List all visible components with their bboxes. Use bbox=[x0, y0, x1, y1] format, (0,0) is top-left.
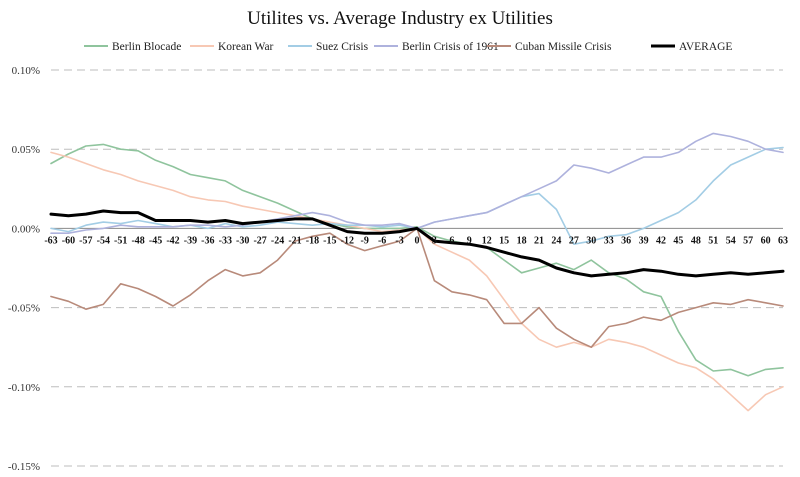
x-tick-label: -42 bbox=[166, 235, 179, 246]
series-layer bbox=[49, 132, 785, 412]
x-tick-label: -36 bbox=[201, 235, 214, 246]
legend-item: AVERAGE bbox=[651, 41, 732, 53]
x-tick-label: 27 bbox=[569, 235, 579, 246]
x-tick-label: -33 bbox=[219, 235, 232, 246]
x-tick-label: 57 bbox=[743, 235, 753, 246]
series-line-berlin-crisis-of-1961 bbox=[50, 132, 784, 234]
y-tick-label: 0.00% bbox=[12, 223, 40, 235]
x-tick-label: 9 bbox=[467, 235, 472, 246]
legend-item: Korean War bbox=[190, 41, 274, 53]
x-tick-label: 42 bbox=[656, 235, 666, 246]
x-tick-label: 24 bbox=[551, 235, 561, 246]
y-tick-label: 0.05% bbox=[12, 144, 40, 156]
x-tick-label: -51 bbox=[114, 235, 127, 246]
x-tick-label: -21 bbox=[288, 235, 301, 246]
y-axis: 0.10% 0.05% 0.00% -0.05% -0.10% -0.15% bbox=[8, 65, 40, 473]
x-tick-label: -15 bbox=[323, 235, 336, 246]
series-line-korean-war bbox=[50, 151, 784, 412]
legend-item: Suez Crisis bbox=[288, 41, 369, 53]
legend-label: Korean War bbox=[218, 41, 274, 53]
y-tick-label: -0.10% bbox=[8, 382, 40, 394]
x-tick-label: -18 bbox=[306, 235, 319, 246]
legend-label: Cuban Missile Crisis bbox=[515, 41, 612, 53]
x-tick-label: 39 bbox=[639, 235, 649, 246]
legend: Berlin Blocade Korean War Suez Crisis Berli… bbox=[84, 41, 732, 53]
x-tick-label: -39 bbox=[184, 235, 197, 246]
x-tick-label: 3 bbox=[432, 235, 437, 246]
series-line-berlin-blocade bbox=[50, 143, 784, 377]
x-tick-label: 45 bbox=[673, 235, 683, 246]
x-tick-label: 12 bbox=[482, 235, 492, 246]
x-tick-label: 15 bbox=[499, 235, 509, 246]
x-tick-label: -24 bbox=[271, 235, 284, 246]
x-tick-label: -57 bbox=[79, 235, 92, 246]
legend-item: Berlin Blocade bbox=[84, 41, 181, 53]
series-line-average bbox=[49, 209, 785, 278]
x-tick-label: -9 bbox=[361, 235, 369, 246]
x-tick-label: -30 bbox=[236, 235, 249, 246]
legend-label: Berlin Blocade bbox=[112, 41, 181, 53]
y-tick-label: -0.05% bbox=[8, 303, 40, 315]
x-tick-label: 33 bbox=[604, 235, 614, 246]
x-tick-label: -12 bbox=[341, 235, 354, 246]
x-tick-label: 21 bbox=[534, 235, 544, 246]
x-tick-label: 48 bbox=[691, 235, 701, 246]
x-tick-label: -63 bbox=[44, 235, 57, 246]
x-tick-label: 60 bbox=[761, 235, 771, 246]
x-tick-label: 51 bbox=[708, 235, 718, 246]
x-tick-label: 54 bbox=[726, 235, 736, 246]
x-tick-label: -6 bbox=[378, 235, 386, 246]
legend-label: Suez Crisis bbox=[316, 41, 369, 53]
legend-label: AVERAGE bbox=[679, 41, 732, 53]
x-tick-label: -54 bbox=[97, 235, 110, 246]
y-tick-label: -0.15% bbox=[8, 461, 40, 473]
legend-item: Berlin Crisis of 1961 bbox=[374, 41, 499, 53]
x-tick-label: -48 bbox=[131, 235, 144, 246]
x-tick-label: -60 bbox=[62, 235, 75, 246]
x-tick-label: 36 bbox=[621, 235, 631, 246]
x-tick-label: 63 bbox=[778, 235, 788, 246]
legend-item: Cuban Missile Crisis bbox=[487, 41, 612, 53]
x-tick-label: 18 bbox=[517, 235, 527, 246]
x-tick-label: -3 bbox=[395, 235, 403, 246]
x-tick-label: 30 bbox=[586, 235, 596, 246]
y-tick-label: 0.10% bbox=[12, 65, 40, 77]
x-tick-label: -27 bbox=[253, 235, 266, 246]
x-tick-label: 6 bbox=[449, 235, 454, 246]
legend-label: Berlin Crisis of 1961 bbox=[402, 41, 499, 53]
x-tick-label: 0 bbox=[415, 235, 420, 246]
x-tick-label: -45 bbox=[149, 235, 162, 246]
chart-title: Utilites vs. Average Industry ex Utiliti… bbox=[247, 8, 553, 29]
gridlines bbox=[51, 69, 783, 467]
x-axis: -63 -60 -57 -54 -51 -48 -45 -42 -39 -36 -33 -30 -27-… bbox=[44, 235, 788, 246]
